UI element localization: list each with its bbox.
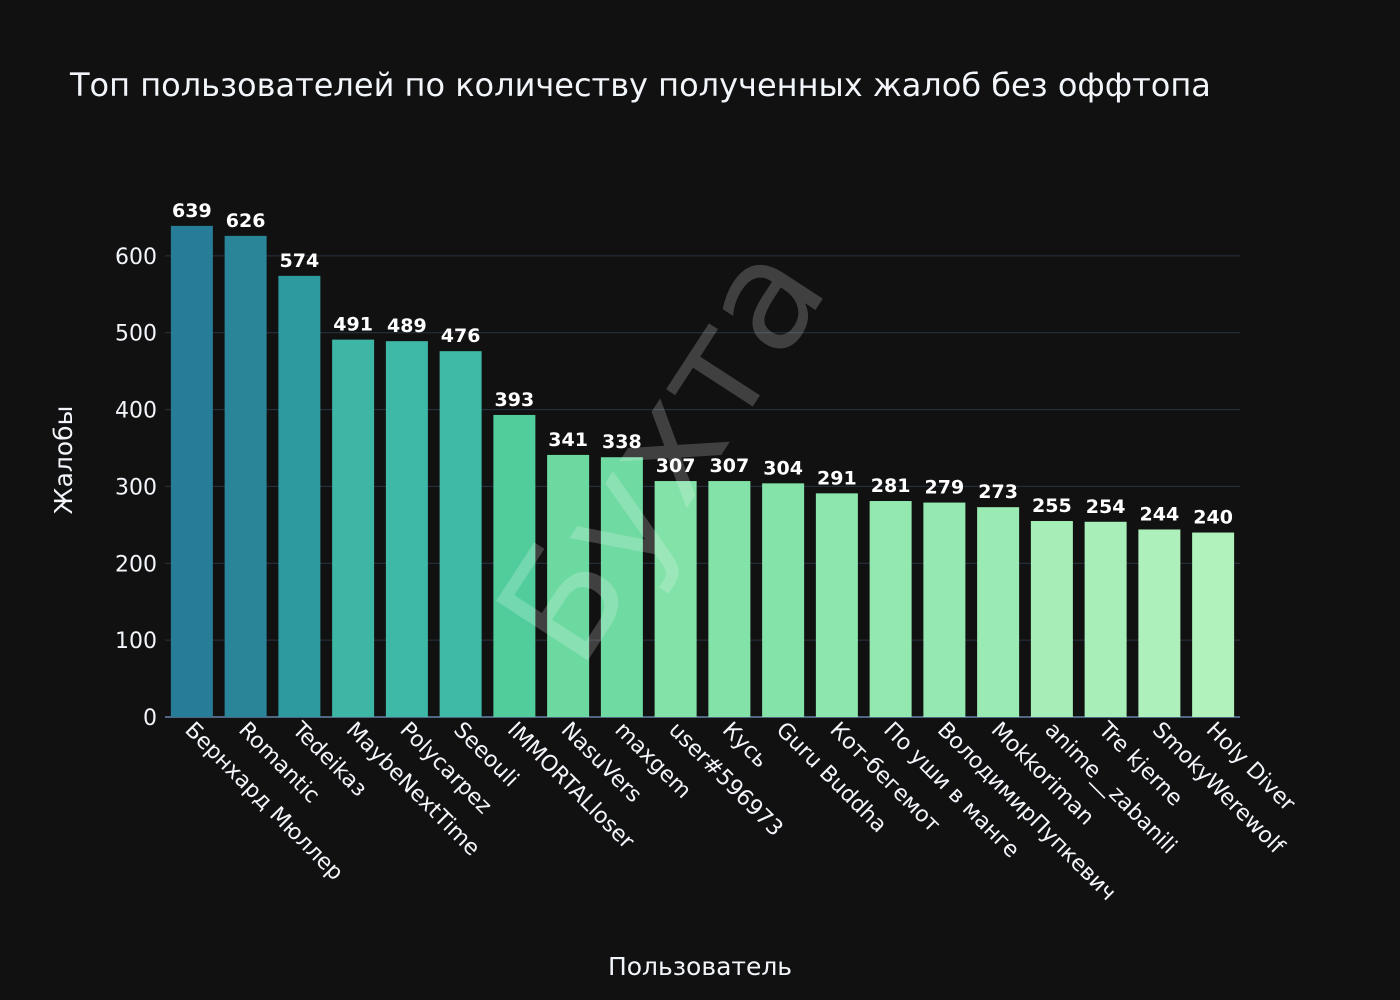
- data-label: 626: [226, 210, 266, 232]
- data-label: 304: [763, 457, 803, 479]
- data-label: 281: [871, 475, 911, 497]
- bar: [815, 493, 858, 717]
- bar: [385, 341, 428, 717]
- data-label: 476: [441, 325, 481, 347]
- bar: [170, 225, 213, 717]
- data-label: 341: [548, 429, 588, 451]
- bar: [224, 235, 267, 718]
- bar: [708, 481, 751, 717]
- bar: [332, 339, 375, 717]
- bar: [869, 501, 912, 717]
- bar: [1138, 529, 1181, 717]
- bar: [1192, 532, 1235, 717]
- data-label: 244: [1140, 503, 1180, 525]
- chart-title: Топ пользователей по количеству полученн…: [70, 66, 1211, 104]
- bar: [439, 351, 482, 717]
- y-tick-label: 300: [115, 475, 157, 500]
- data-label: 338: [602, 431, 642, 453]
- data-label: 491: [333, 314, 373, 336]
- y-tick-label: 400: [115, 399, 157, 424]
- data-label: 393: [495, 389, 535, 411]
- data-label: 639: [172, 200, 212, 222]
- bar: [1084, 521, 1127, 717]
- x-axis-title: Пользователь: [608, 952, 792, 981]
- data-label: 254: [1086, 496, 1126, 518]
- data-label: 307: [656, 455, 696, 477]
- bar: [1030, 521, 1073, 717]
- bar: [493, 414, 536, 717]
- bar: [977, 507, 1020, 717]
- data-label: 240: [1193, 507, 1233, 529]
- y-tick-label: 100: [115, 629, 157, 654]
- y-tick-label: 600: [115, 245, 157, 270]
- bar: [654, 481, 697, 717]
- y-tick-label: 200: [115, 552, 157, 577]
- bar: [278, 275, 321, 717]
- y-axis-title: Жалобы: [49, 406, 78, 515]
- data-label: 574: [280, 250, 320, 272]
- y-tick-label: 0: [143, 706, 157, 731]
- data-label: 255: [1032, 495, 1072, 517]
- data-label: 279: [925, 477, 965, 499]
- bar: [600, 457, 643, 717]
- data-label: 489: [387, 315, 427, 337]
- bar: [762, 483, 805, 717]
- y-tick-label: 500: [115, 322, 157, 347]
- bar: [547, 454, 590, 717]
- data-label: 307: [710, 455, 750, 477]
- bar: [923, 502, 966, 717]
- data-label: 273: [978, 481, 1018, 503]
- data-label: 291: [817, 467, 857, 489]
